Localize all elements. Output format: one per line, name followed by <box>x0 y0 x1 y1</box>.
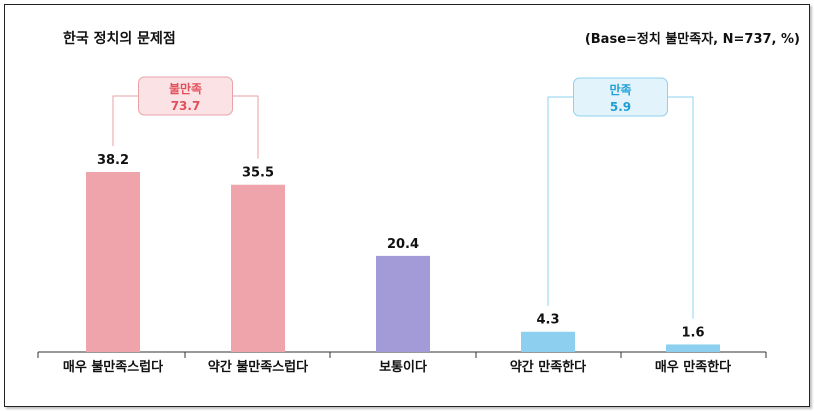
group-box-1 <box>573 77 668 117</box>
category-label-2: 보통이다 <box>379 359 427 375</box>
group-box-0 <box>138 76 233 116</box>
group-bracket-1 <box>547 96 694 319</box>
bar-2 <box>376 255 430 352</box>
chart-title: 한국 정치의 문제점 <box>63 31 176 47</box>
data-label-2: 20.4 <box>387 237 419 252</box>
data-label-3: 4.3 <box>536 313 559 328</box>
base-note: (Base=정치 불만족자, N=737, %) <box>584 32 800 47</box>
category-label-0: 매우 불만족스럽다 <box>63 359 163 375</box>
group-value-1: 5.9 <box>610 100 631 114</box>
category-label-3: 약간 만족한다 <box>510 359 586 375</box>
category-label-4: 매우 만족한다 <box>655 359 731 375</box>
bar-0 <box>86 172 140 352</box>
category-label-1: 약간 불만족스럽다 <box>208 359 308 375</box>
group-label-1: 만족 <box>609 82 631 97</box>
data-label-1: 35.5 <box>242 166 274 181</box>
bar-4 <box>666 344 720 352</box>
bar-1 <box>231 184 285 352</box>
data-label-0: 38.2 <box>97 153 129 168</box>
group-value-0: 73.7 <box>171 99 201 113</box>
group-label-0: 불만족 <box>169 81 202 96</box>
data-label-4: 1.6 <box>681 325 704 340</box>
bar-3 <box>521 331 575 352</box>
